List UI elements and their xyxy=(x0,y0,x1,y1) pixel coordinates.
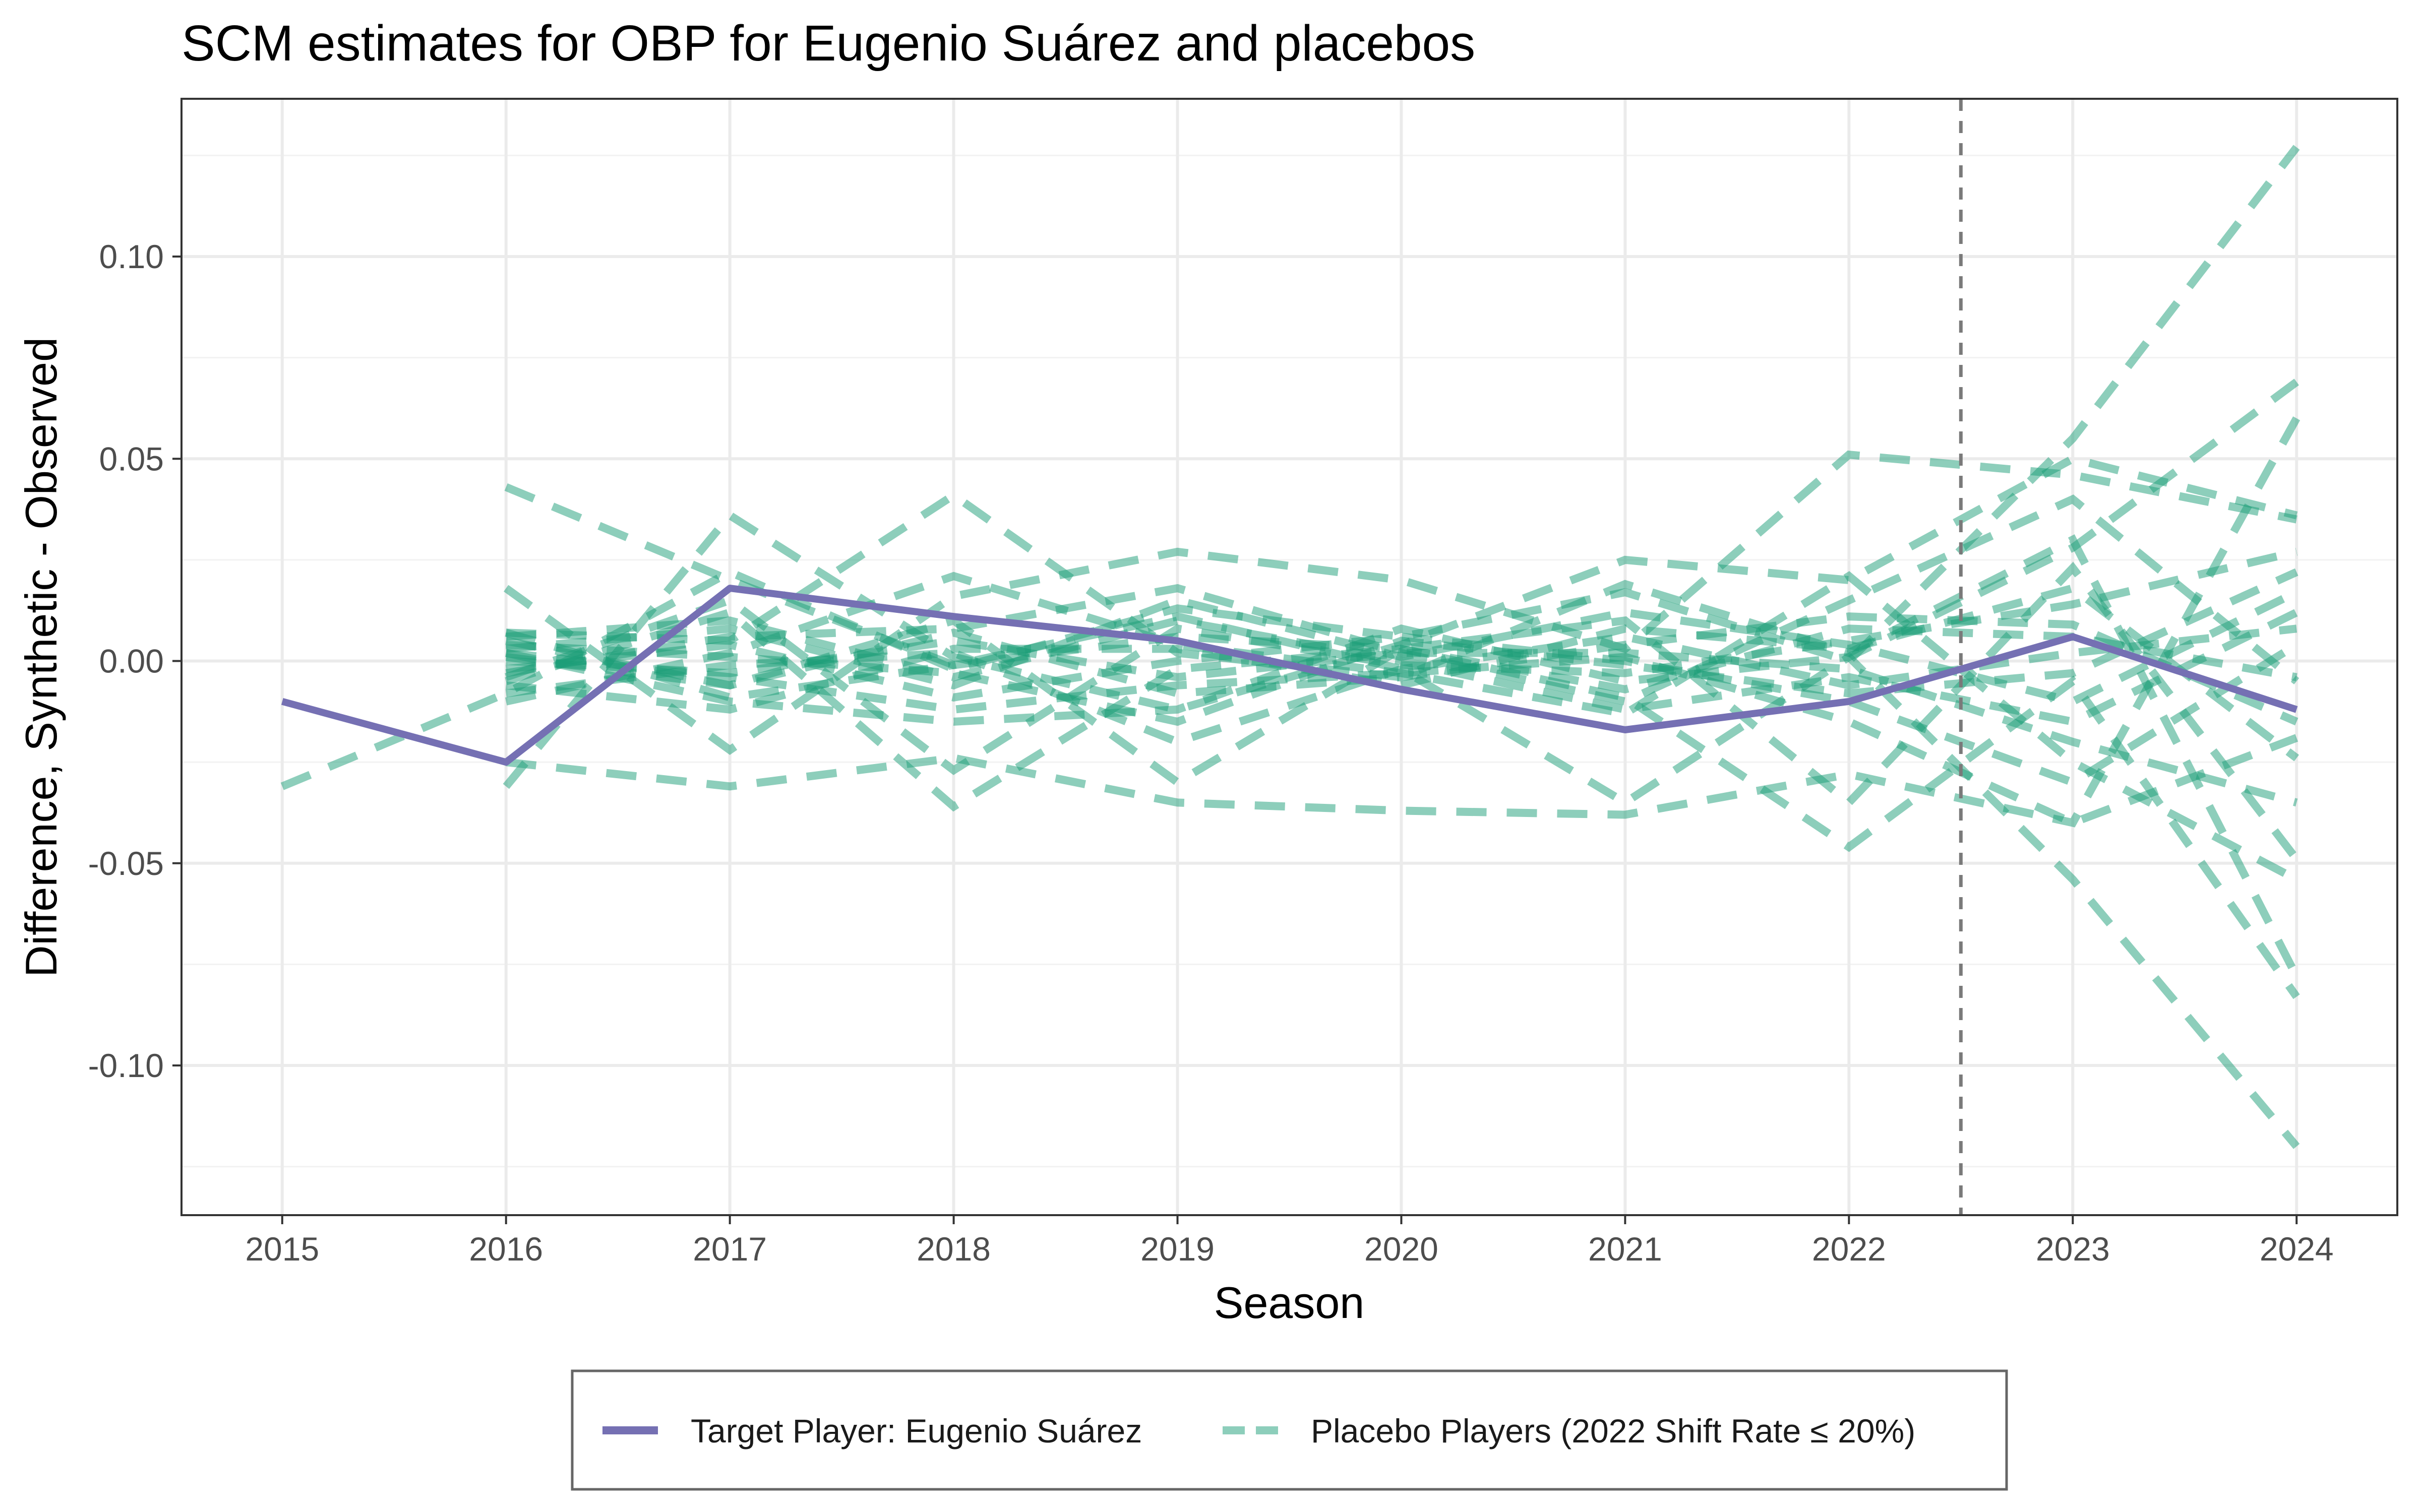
x-tick-label: 2015 xyxy=(245,1230,319,1268)
chart-title: SCM estimates for OBP for Eugenio Suárez… xyxy=(182,15,1475,72)
x-tick-label: 2022 xyxy=(1812,1230,1886,1268)
y-tick-label: -0.05 xyxy=(88,845,164,882)
series-line-placebo-20 xyxy=(506,568,2298,726)
series-line-placebo-19 xyxy=(505,584,2300,762)
target-series xyxy=(281,585,2298,766)
series-line-placebo-16 xyxy=(505,633,2299,787)
y-tick-label: 0.00 xyxy=(99,643,164,680)
x-tick-label: 2016 xyxy=(469,1230,543,1268)
legend: Target Player: Eugenio Suárez Placebo Pl… xyxy=(571,1369,2008,1491)
x-tick-label: 2018 xyxy=(917,1230,991,1268)
legend-label-placebo: Placebo Players (2022 Shift Rate ≤ 20%) xyxy=(1311,1412,1915,1450)
plot-border xyxy=(180,98,2398,1216)
x-axis-title: Season xyxy=(1214,1278,1364,1328)
series-line-target xyxy=(281,585,2298,766)
plot-panel xyxy=(180,98,2398,1216)
x-axis: 2015 2016 2017 2018 2019 2020 2021 2022 2023 2024 xyxy=(245,1215,2334,1268)
x-tick-label: 2020 xyxy=(1364,1230,1438,1268)
series-line-placebo-3 xyxy=(504,450,2297,755)
series-line-placebo-21 xyxy=(505,494,2300,706)
legend-box xyxy=(571,1369,2008,1491)
y-tick-label: 0.05 xyxy=(99,440,164,477)
series-line-placebo-8 xyxy=(505,624,2300,1149)
x-tick-label: 2024 xyxy=(2260,1230,2334,1268)
x-tick-label: 2017 xyxy=(693,1230,767,1268)
series-line-placebo-6 xyxy=(506,490,2301,979)
x-tick-label: 2019 xyxy=(1140,1230,1215,1268)
y-axis-title: Difference, Synthetic - Observed xyxy=(16,337,66,977)
series-line-placebo-2 xyxy=(504,379,2299,807)
y-tick-label: 0.10 xyxy=(99,238,164,275)
series-line-placebo-14 xyxy=(505,624,2297,746)
series-line-placebo-17 xyxy=(505,612,2298,726)
y-tick-label: -0.10 xyxy=(88,1047,164,1084)
series-line-placebo-18 xyxy=(506,609,2298,726)
y-axis: 0.10 0.05 0.00 -0.05 -0.10 xyxy=(88,238,182,1084)
legend-label-target: Target Player: Eugenio Suárez xyxy=(691,1412,1142,1450)
placebo-series xyxy=(280,145,2301,1149)
series-line-placebo-22 xyxy=(505,649,2298,828)
x-tick-label: 2021 xyxy=(1588,1230,1662,1268)
x-tick-label: 2023 xyxy=(2036,1230,2110,1268)
